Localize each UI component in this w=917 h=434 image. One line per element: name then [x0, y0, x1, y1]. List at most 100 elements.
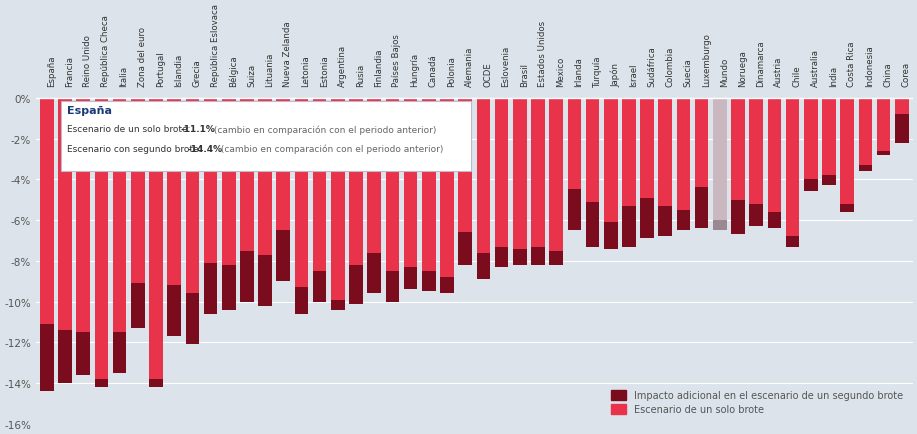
Bar: [640, 198, 654, 239]
Bar: [695, 99, 709, 188]
Bar: [204, 263, 217, 314]
Bar: [294, 288, 308, 314]
Bar: [804, 99, 818, 180]
Bar: [113, 99, 127, 332]
Text: (cambio en comparación con el periodo anterior): (cambio en comparación con el periodo an…: [218, 144, 443, 154]
Bar: [331, 300, 345, 310]
Bar: [94, 99, 108, 379]
Bar: [458, 233, 472, 265]
Bar: [768, 99, 781, 212]
Bar: [804, 180, 818, 192]
Bar: [294, 99, 308, 288]
Bar: [658, 206, 672, 237]
Bar: [349, 265, 363, 304]
Bar: [713, 220, 726, 231]
Bar: [76, 332, 90, 375]
Bar: [895, 115, 909, 143]
Bar: [549, 251, 563, 265]
Text: -14.4%: -14.4%: [188, 144, 223, 153]
Bar: [622, 206, 635, 247]
Bar: [604, 223, 617, 249]
Bar: [877, 99, 890, 151]
Text: Escenario de un solo brote:: Escenario de un solo brote:: [67, 125, 193, 134]
Bar: [731, 200, 745, 235]
Bar: [349, 99, 363, 265]
Bar: [658, 99, 672, 206]
Bar: [840, 204, 854, 212]
Bar: [422, 271, 436, 292]
Bar: [513, 99, 526, 249]
Bar: [440, 277, 454, 294]
Bar: [58, 99, 72, 330]
Bar: [713, 99, 726, 220]
Bar: [368, 99, 381, 253]
Bar: [131, 283, 145, 328]
Bar: [240, 251, 254, 302]
Bar: [477, 253, 491, 279]
Bar: [786, 99, 800, 237]
Bar: [677, 99, 691, 210]
Bar: [586, 202, 600, 247]
Bar: [185, 99, 199, 294]
Bar: [331, 99, 345, 300]
Bar: [403, 267, 417, 289]
Bar: [840, 99, 854, 204]
Bar: [513, 249, 526, 265]
Bar: [149, 99, 163, 379]
Bar: [731, 99, 745, 200]
Legend: Impacto adicional en el escenario de un segundo brote, Escenario de un solo brot: Impacto adicional en el escenario de un …: [607, 385, 908, 419]
Bar: [313, 271, 326, 302]
Bar: [677, 210, 691, 231]
Bar: [586, 99, 600, 202]
Bar: [167, 99, 181, 286]
Bar: [877, 151, 890, 155]
Bar: [222, 265, 236, 310]
Bar: [40, 99, 53, 324]
Bar: [204, 99, 217, 263]
FancyBboxPatch shape: [61, 102, 470, 172]
Bar: [568, 190, 581, 231]
Bar: [386, 99, 399, 271]
Bar: [167, 286, 181, 336]
Bar: [40, 324, 53, 391]
Bar: [131, 99, 145, 283]
Bar: [768, 212, 781, 229]
Bar: [531, 99, 545, 247]
Bar: [276, 231, 290, 282]
Bar: [276, 99, 290, 231]
Bar: [823, 99, 835, 176]
Bar: [858, 99, 872, 166]
Bar: [895, 99, 909, 115]
Bar: [313, 99, 326, 271]
Bar: [76, 99, 90, 332]
Bar: [368, 253, 381, 294]
Bar: [495, 247, 508, 267]
Bar: [695, 188, 709, 229]
Text: -11.1%: -11.1%: [181, 125, 215, 134]
Bar: [259, 255, 272, 306]
Bar: [568, 99, 581, 190]
Bar: [858, 166, 872, 172]
Bar: [749, 204, 763, 227]
Bar: [422, 99, 436, 271]
Bar: [604, 99, 617, 223]
Bar: [640, 99, 654, 198]
Bar: [94, 379, 108, 387]
Bar: [786, 237, 800, 247]
Bar: [531, 247, 545, 265]
Bar: [58, 330, 72, 383]
Bar: [440, 99, 454, 277]
Bar: [622, 99, 635, 206]
Bar: [185, 294, 199, 345]
Bar: [477, 99, 491, 253]
Text: Escenario con segundo brote:: Escenario con segundo brote:: [67, 144, 202, 153]
Bar: [458, 99, 472, 233]
Bar: [240, 99, 254, 251]
Bar: [259, 99, 272, 255]
Bar: [549, 99, 563, 251]
Bar: [386, 271, 399, 302]
Bar: [222, 99, 236, 265]
Bar: [403, 99, 417, 267]
Bar: [149, 379, 163, 387]
Text: España: España: [67, 105, 112, 115]
